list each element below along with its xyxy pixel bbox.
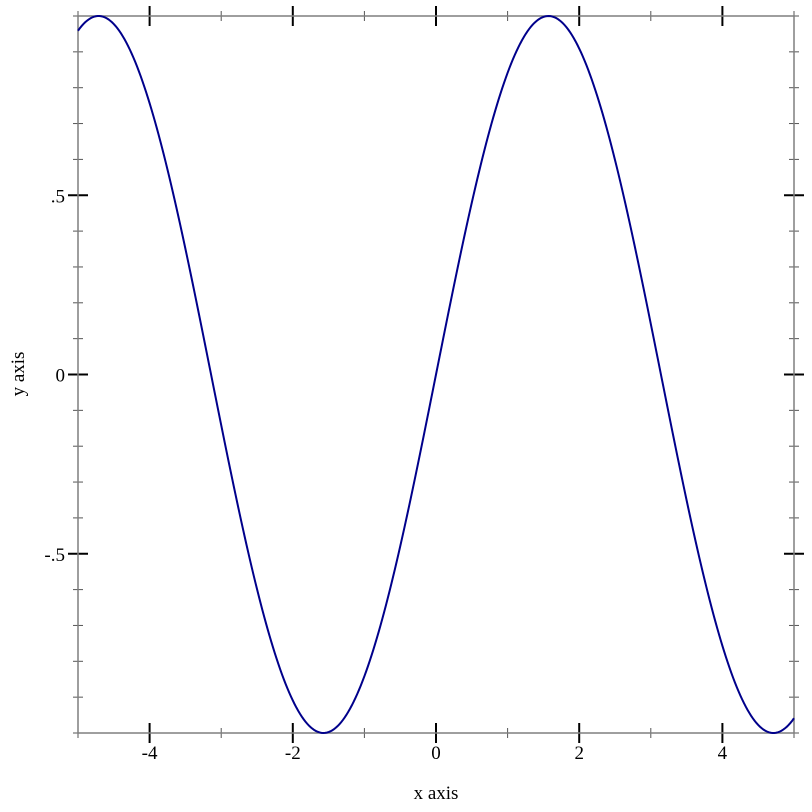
plot-frame [77, 15, 795, 734]
y-tick-label: -.5 [44, 545, 65, 566]
y-tick-label: .5 [51, 186, 65, 207]
y-tick-label: 0 [56, 366, 66, 387]
x-tick-label: 4 [718, 743, 728, 764]
x-axis-label: x axis [414, 783, 459, 804]
y-axis-label: y axis [8, 352, 29, 397]
x-tick-label: -2 [285, 743, 301, 764]
x-tick-label: -4 [142, 743, 158, 764]
series-line-sin [77, 14, 795, 735]
tick-labels: -4 -2 0 2 4 .5 0 -.5 [44, 186, 727, 764]
x-tick-label: 0 [431, 743, 441, 764]
x-tick-label: 2 [574, 743, 584, 764]
